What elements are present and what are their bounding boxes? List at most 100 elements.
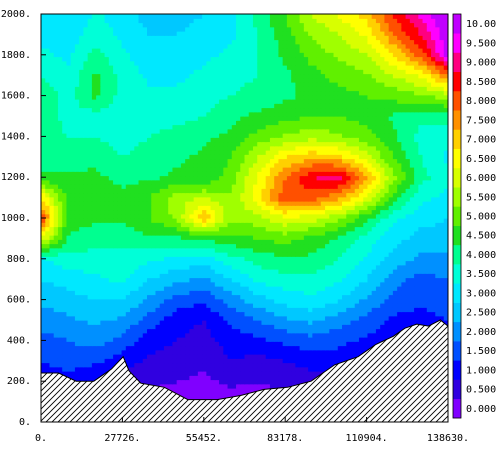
contour-cell [358, 218, 364, 223]
contour-cell [83, 337, 89, 342]
contour-cell [108, 294, 114, 300]
contour-cell [401, 256, 407, 262]
contour-cell [354, 294, 360, 300]
contour-cell [380, 281, 386, 287]
contour-cell [172, 371, 178, 376]
contour-cell [274, 328, 280, 334]
contour-cell [57, 332, 63, 338]
contour-cell [197, 239, 203, 245]
contour-cell [291, 218, 296, 223]
contour-cell [151, 375, 157, 381]
contour-cell [49, 294, 55, 300]
contour-cell [422, 320, 428, 325]
contour-cell [274, 201, 280, 206]
contour-cell [320, 324, 326, 330]
contour-cell [286, 260, 292, 266]
contour-cell [278, 349, 284, 355]
contour-cell [303, 218, 309, 223]
contour-cell [172, 341, 178, 347]
contour-cell [244, 209, 250, 215]
contour-cell [240, 320, 246, 325]
contour-cell [236, 392, 241, 398]
contour-cell [214, 379, 220, 385]
contour-cell [142, 366, 148, 372]
contour-cell [100, 371, 106, 376]
contour-cell [392, 320, 398, 325]
contour-cell [269, 324, 275, 330]
contour-cell [261, 218, 267, 223]
contour-cell [257, 218, 263, 223]
contour-cell [367, 230, 373, 236]
contour-cell [388, 290, 394, 296]
contour-cell [49, 239, 55, 245]
contour-cell [108, 277, 114, 283]
contour-cell [66, 332, 72, 338]
contour-cell [210, 235, 216, 240]
contour-cell [312, 354, 318, 359]
contour-cell [392, 264, 398, 270]
contour-cell [231, 269, 237, 274]
contour-cell [100, 222, 106, 228]
contour-cell [146, 260, 152, 266]
contour-cell [371, 239, 377, 245]
contour-cell [117, 209, 123, 215]
contour-cell [274, 222, 280, 228]
contour-cell [397, 218, 402, 223]
contour-cell [371, 315, 377, 321]
contour-cell [435, 243, 441, 249]
contour-cell [100, 315, 106, 321]
contour-cell [130, 239, 135, 245]
contour-cell [223, 354, 229, 359]
contour-cell [342, 213, 347, 219]
contour-cell [130, 311, 135, 317]
contour-cell [193, 320, 199, 325]
contour-cell [346, 264, 352, 270]
contour-cell [159, 239, 165, 245]
contour-cell [401, 243, 407, 249]
contour-cell [231, 354, 237, 359]
contour-cell [91, 230, 97, 236]
contour-cell [91, 209, 97, 215]
contour-cell [206, 235, 212, 240]
contour-cell [265, 205, 271, 211]
contour-cell [388, 277, 394, 283]
contour-cell [223, 307, 229, 313]
contour-cell [418, 303, 424, 308]
contour-cell [274, 230, 280, 236]
contour-cell [278, 298, 284, 304]
contour-cell [87, 243, 93, 249]
contour-cell [380, 218, 386, 223]
contour-cell [121, 286, 127, 291]
contour-cell [325, 243, 330, 249]
contour-cell [223, 392, 229, 398]
contour-cell [125, 358, 131, 364]
contour-cell [236, 247, 241, 253]
contour-cell [227, 371, 233, 376]
contour-cell [87, 341, 93, 347]
contour-cell [303, 294, 309, 300]
contour-cell [257, 341, 263, 347]
contour-cell [189, 222, 195, 228]
contour-cell [138, 324, 144, 330]
contour-cell [371, 307, 377, 313]
contour-cell [375, 264, 381, 270]
contour-cell [316, 222, 322, 228]
contour-cell [384, 281, 390, 287]
contour-cell [443, 205, 448, 211]
contour-cell [252, 371, 258, 376]
contour-cell [426, 260, 432, 266]
contour-cell [172, 354, 178, 359]
contour-cell [41, 205, 46, 211]
contour-cell [248, 354, 254, 359]
contour-cell [168, 226, 174, 232]
contour-cell [49, 277, 55, 283]
contour-cell [91, 298, 97, 304]
contour-cell [206, 226, 212, 232]
contour-cell [363, 311, 369, 317]
contour-cell [367, 307, 373, 313]
contour-cell [74, 230, 80, 236]
contour-cell [291, 230, 296, 236]
contour-cell [426, 235, 432, 240]
contour-cell [350, 205, 356, 211]
contour-cell [146, 273, 152, 279]
